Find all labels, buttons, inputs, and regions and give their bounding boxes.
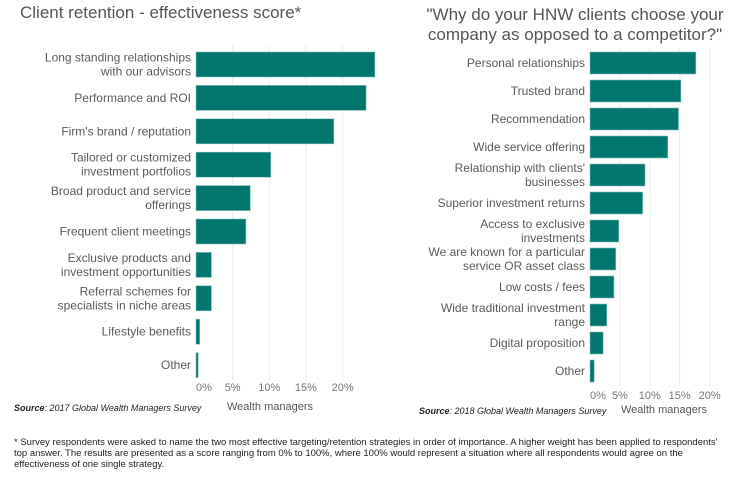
chart2-title-line2: company as opposed to a competitor?" bbox=[427, 25, 723, 44]
bar bbox=[195, 185, 251, 211]
x-tick-label: 20% bbox=[332, 382, 354, 394]
chart1-source-text: : 2017 Global Wealth Managers Survey bbox=[44, 403, 202, 413]
category-label: Superior investment returns bbox=[438, 196, 585, 210]
bar bbox=[195, 51, 376, 78]
category-label: range bbox=[554, 315, 585, 329]
bar bbox=[589, 79, 682, 103]
category-label: Performance and ROI bbox=[74, 91, 191, 105]
x-tick-label: 10% bbox=[639, 390, 661, 402]
x-tick-label: 10% bbox=[258, 382, 280, 394]
category-label: Access to exclusive bbox=[480, 217, 585, 231]
category-label: Other bbox=[555, 364, 585, 378]
category-label: We are known for a particular bbox=[428, 245, 585, 259]
x-tick-label: 15% bbox=[669, 390, 691, 402]
category-label: offerings bbox=[145, 198, 191, 212]
category-label: Frequent client meetings bbox=[60, 225, 191, 239]
category-label: Digital proposition bbox=[490, 336, 585, 350]
x-tick-label: 20% bbox=[699, 390, 721, 402]
x-axis-label: Wealth managers bbox=[621, 404, 708, 416]
bar bbox=[589, 219, 620, 243]
bar bbox=[195, 352, 199, 378]
chart2-source-label: Source bbox=[419, 406, 450, 416]
category-label: investments bbox=[521, 231, 585, 245]
bar bbox=[589, 303, 608, 327]
x-tick-label: 0% bbox=[590, 390, 606, 402]
chart1-title: Client retention - effectiveness score* bbox=[20, 3, 302, 22]
bar bbox=[195, 218, 247, 245]
bar bbox=[589, 275, 615, 299]
x-tick-label: 5% bbox=[612, 390, 628, 402]
chart1-source-label: Source bbox=[14, 403, 45, 413]
x-tick-label: 0% bbox=[196, 382, 212, 394]
category-label: Lifestyle benefits bbox=[102, 325, 191, 339]
category-label: Relationship with clients' bbox=[455, 161, 585, 175]
category-label: Trusted brand bbox=[511, 84, 585, 98]
x-axis-label: Wealth managers bbox=[227, 401, 314, 413]
category-label: specialists in niche areas bbox=[58, 298, 191, 312]
category-label: Personal relationships bbox=[467, 56, 585, 70]
category-label: Recommendation bbox=[491, 112, 585, 126]
bar bbox=[195, 151, 272, 178]
chart2-source: Source: 2018 Global Wealth Managers Surv… bbox=[419, 406, 606, 416]
bar bbox=[589, 247, 617, 271]
category-label: Wide service offering bbox=[473, 140, 585, 154]
chart-1: 0% 5% 10% 15% 20% Long standing relationships… bbox=[45, 45, 376, 413]
x-tick-label: 5% bbox=[225, 382, 241, 394]
x-tick-label: 15% bbox=[295, 382, 317, 394]
chart2-title-line1: "Why do your HNW clients choose your bbox=[426, 5, 724, 24]
category-label: Tailored or customized bbox=[71, 151, 191, 165]
category-label: Low costs / fees bbox=[499, 280, 585, 294]
bar bbox=[589, 163, 646, 187]
bar bbox=[589, 191, 643, 215]
bar bbox=[589, 51, 697, 75]
bar bbox=[589, 331, 604, 355]
category-label: service OR asset class bbox=[463, 259, 585, 273]
category-label: Firm's brand / reputation bbox=[61, 124, 191, 138]
category-label: Long standing relationships bbox=[45, 51, 191, 65]
category-label: investment opportunities bbox=[61, 265, 191, 279]
bar bbox=[195, 318, 200, 345]
category-label: Referral schemes for bbox=[80, 284, 191, 298]
chart2-source-text: : 2018 Global Wealth Managers Survey bbox=[449, 406, 607, 416]
chart2-title: "Why do your HNW clients choose your com… bbox=[420, 5, 730, 45]
category-label: Broad product and service bbox=[51, 184, 191, 198]
chart1-source: Source: 2017 Global Wealth Managers Surv… bbox=[14, 403, 201, 413]
category-label: Wide traditional investment bbox=[441, 301, 586, 315]
chart-2: 0% 5% 10% 15% 20% Personal relationships Trust… bbox=[428, 48, 721, 416]
bar bbox=[589, 107, 679, 131]
footnote: * Survey respondents were asked to name … bbox=[14, 437, 718, 470]
bar bbox=[195, 285, 212, 312]
category-label: investment portfolios bbox=[81, 165, 191, 179]
category-label: businesses bbox=[525, 175, 585, 189]
bar bbox=[195, 252, 212, 278]
category-label: with our advisors bbox=[100, 65, 191, 79]
bar bbox=[195, 85, 367, 111]
bar bbox=[589, 359, 595, 383]
category-label: Other bbox=[161, 358, 191, 372]
category-label: Exclusive products and bbox=[68, 251, 191, 265]
bar bbox=[589, 135, 669, 159]
bar bbox=[195, 118, 335, 145]
